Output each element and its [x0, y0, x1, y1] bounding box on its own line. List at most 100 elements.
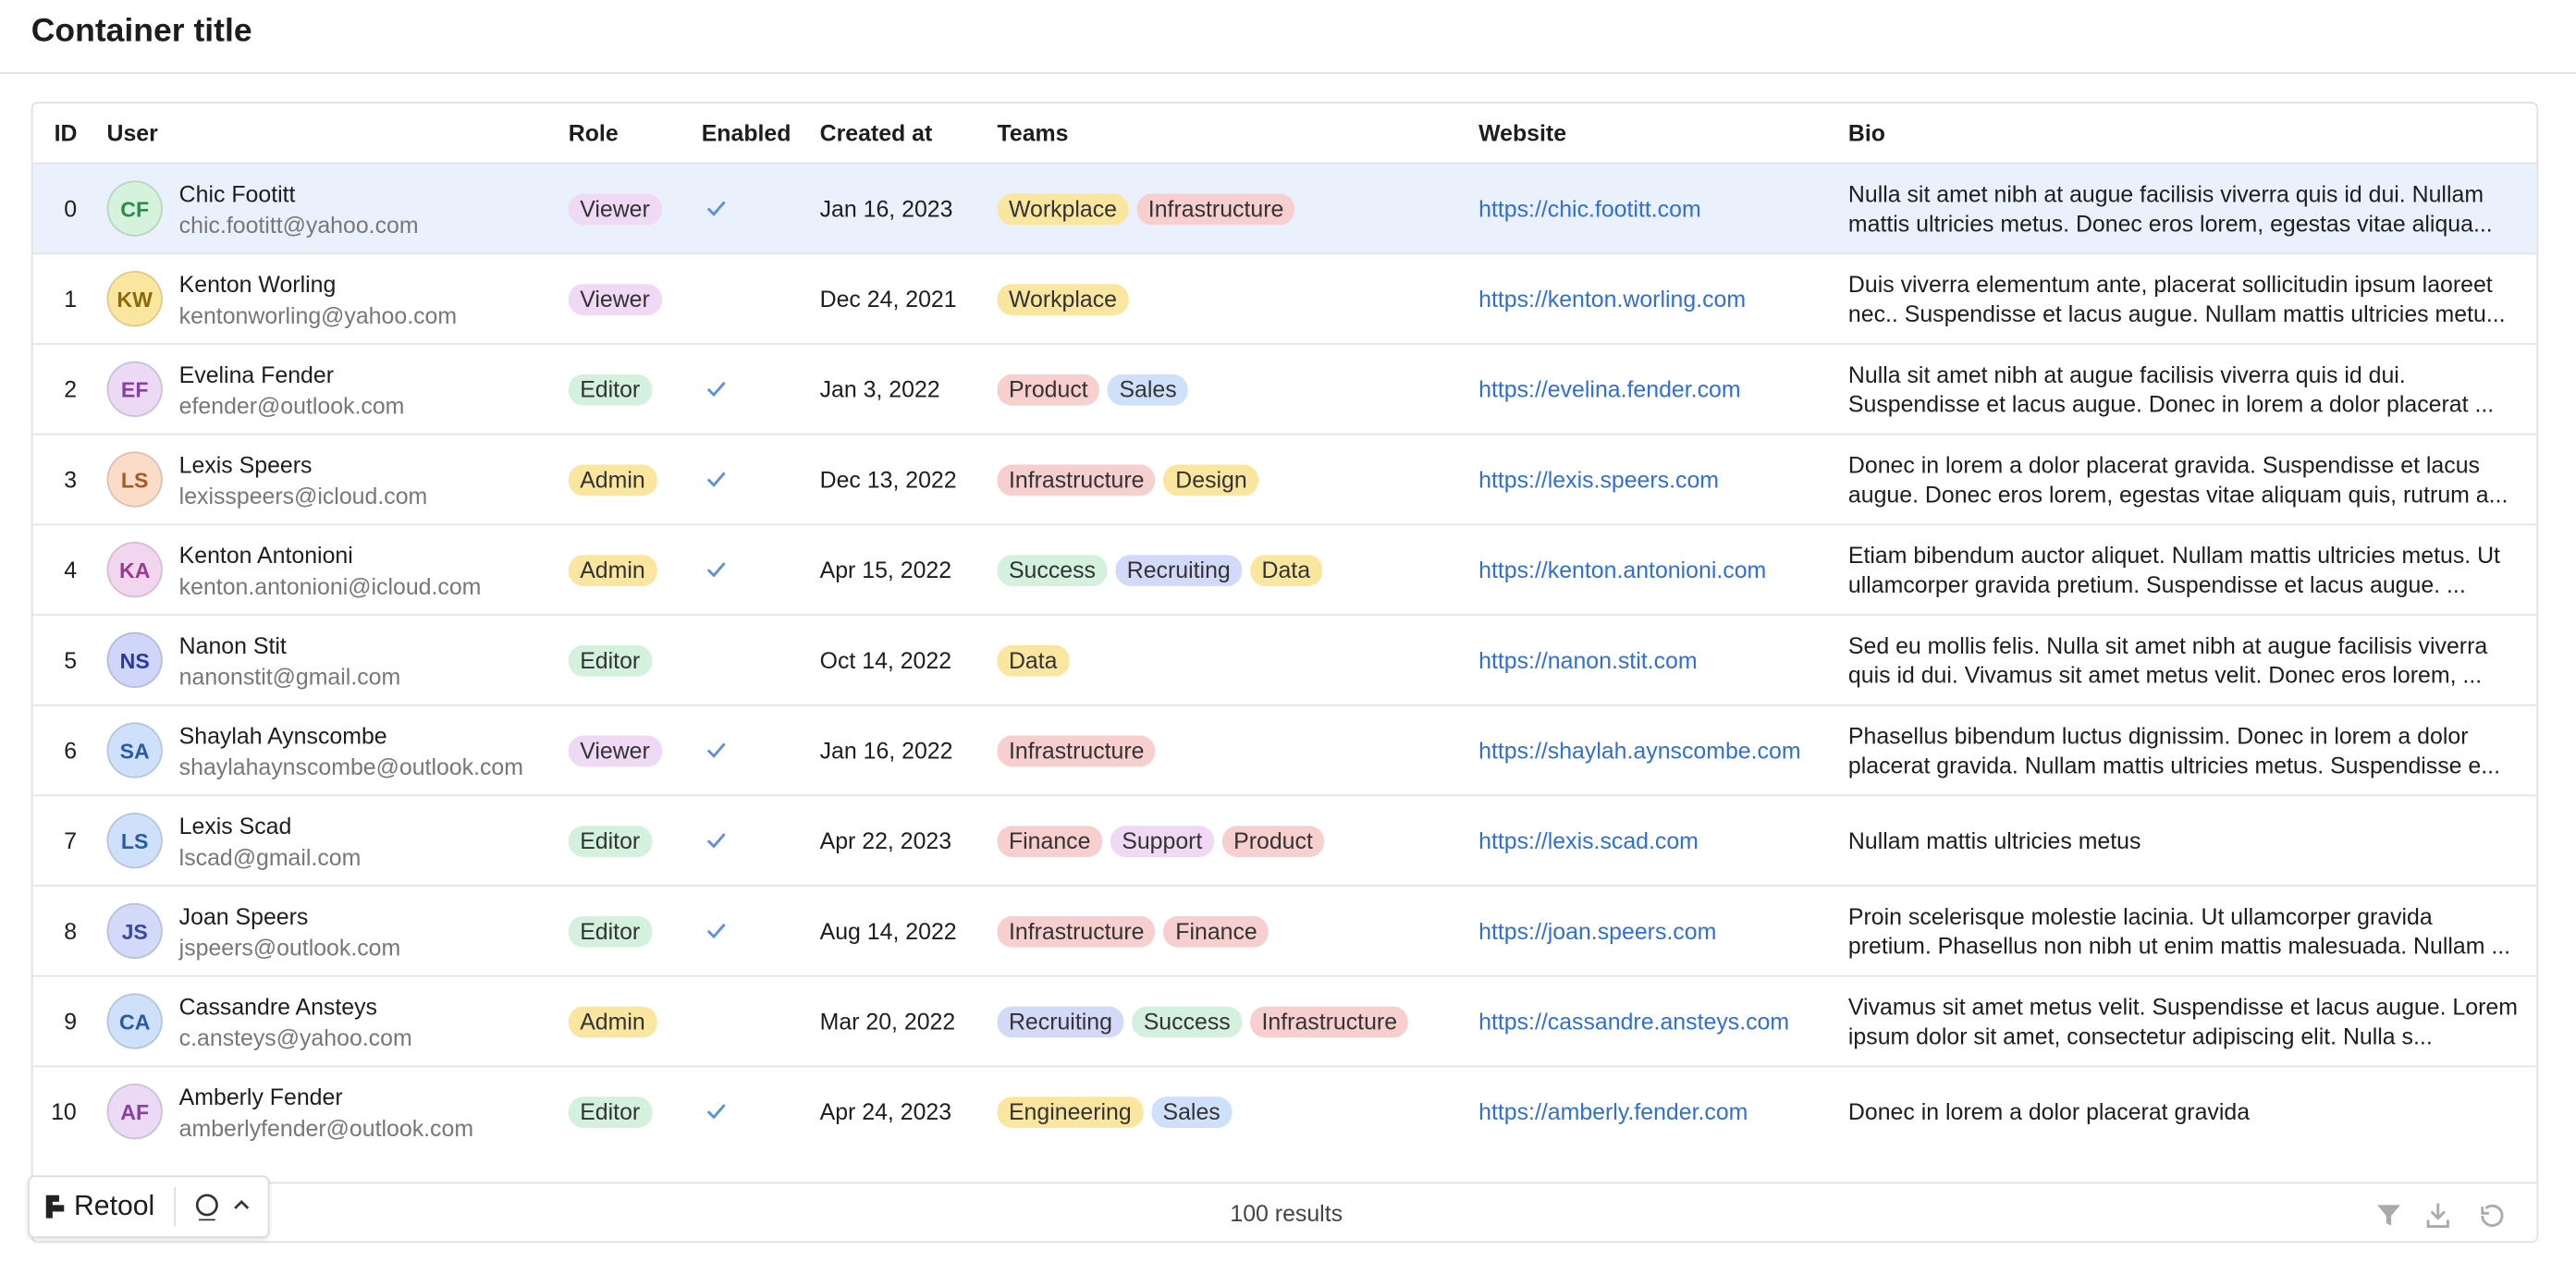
table-row[interactable]: 3 LS Lexis Speers lexisspeers@icloud.com Adm…: [32, 433, 2537, 524]
table-row[interactable]: 1 KW Kenton Worling kentonworling@yahoo.com…: [32, 252, 2537, 343]
website[interactable]: https://joan.speers.com: [1478, 917, 1717, 945]
row-id: 9: [64, 1008, 78, 1035]
created-at: Apr 15, 2022: [819, 556, 952, 583]
check-icon: [706, 562, 726, 578]
team-tag: Success: [997, 554, 1108, 586]
website[interactable]: https://chic.footitt.com: [1478, 195, 1701, 222]
download-icon[interactable]: [2426, 1203, 2449, 1228]
team-tag: Recruiting: [997, 1005, 1124, 1037]
team-tag: Success: [1132, 1005, 1243, 1037]
table-header: ID User Role Enabled Created at Teams Website B…: [33, 104, 2537, 163]
user-name: Kenton Antonioni: [178, 541, 353, 568]
team-tag: Sales: [1108, 373, 1189, 405]
role-tag: Editor: [568, 373, 652, 405]
bio-cell: Phasellus bibendum luctus dignissim. Don…: [1848, 706, 2521, 795]
row-id: 6: [64, 737, 78, 764]
table-row[interactable]: 5 NS Nanon Stit nanonstit@gmail.com Editor Oc…: [32, 614, 2537, 704]
row-id: 3: [64, 466, 78, 493]
role-tag: Viewer: [568, 192, 662, 225]
avatar: CF: [106, 180, 163, 237]
website[interactable]: https://nanon.stit.com: [1478, 646, 1698, 674]
bio-cell: Sed eu mollis felis. Nulla sit amet nibh…: [1848, 616, 2521, 704]
role-tag: Editor: [568, 915, 652, 947]
user-name: Cassandre Ansteys: [178, 992, 377, 1019]
table-row[interactable]: 7 LS Lexis Scad lscad@gmail.com Editor Apr 22…: [32, 794, 2537, 885]
website[interactable]: https://evelina.fender.com: [1478, 375, 1741, 403]
website[interactable]: https://lexis.speers.com: [1478, 466, 1720, 493]
check-icon: [706, 923, 726, 939]
bio: Nulla sit amet nibh at augue facilisis v…: [1847, 180, 2493, 237]
teams-cell: Product Sales: [997, 345, 1196, 434]
website[interactable]: https://shaylah.aynscombe.com: [1478, 737, 1801, 764]
table-row[interactable]: 0 CF Chic Footitt chic.footitt@yahoo.com Vie…: [32, 162, 2537, 253]
row-id: 4: [64, 556, 78, 583]
footer-actions: [2377, 1203, 2504, 1228]
table-row[interactable]: 9 CA Cassandre Ansteys c.ansteys@yahoo.com A…: [32, 974, 2537, 1066]
user-name: Lexis Speers: [178, 450, 313, 477]
role-cell: Viewer: [568, 254, 669, 343]
role-cell: Admin: [568, 435, 665, 524]
check-icon: [706, 381, 726, 398]
table-row[interactable]: 4 KA Kenton Antonioni kenton.antonioni@iclo…: [32, 523, 2537, 614]
avatar: JS: [106, 902, 163, 960]
table-row[interactable]: 2 EF Evelina Fender efender@outlook.com Edit…: [32, 343, 2537, 434]
table-row[interactable]: 6 SA Shaylah Aynscombe shaylahaynscombe@out…: [32, 704, 2537, 795]
role-cell: Viewer: [568, 165, 669, 253]
user-text: Kenton Antonioni kenton.antonioni@icloud.…: [179, 541, 482, 598]
team-tag: Recruiting: [1115, 554, 1243, 586]
team-tag: Finance: [997, 825, 1102, 857]
user-email: chic.footitt@yahoo.com: [178, 211, 419, 238]
website[interactable]: https://kenton.antonioni.com: [1478, 556, 1767, 583]
user-text: Chic Footitt chic.footitt@yahoo.com: [179, 179, 419, 237]
created-at: Apr 24, 2023: [819, 1098, 952, 1125]
team-tag: Infrastructure: [997, 734, 1156, 766]
user-email: c.ansteys@yahoo.com: [178, 1023, 412, 1050]
website[interactable]: https://lexis.scad.com: [1478, 827, 1699, 854]
user-cell: AF Amberly Fender amberlyfender@outlook.co…: [106, 1067, 473, 1156]
user-cell: LS Lexis Speers lexisspeers@icloud.com: [106, 435, 427, 524]
table-row[interactable]: 8 JS Joan Speers jspeers@outlook.com Editor A…: [32, 885, 2537, 975]
user-name: Shaylah Aynscombe: [178, 721, 387, 748]
user-cell: CA Cassandre Ansteys c.ansteys@yahoo.com: [106, 977, 412, 1066]
enabled-cell: [706, 706, 726, 795]
retool-badge[interactable]: Retool: [28, 1175, 270, 1238]
created-at: Dec 24, 2021: [819, 285, 957, 312]
check-icon: [706, 201, 726, 216]
bio: Donec in lorem a dolor placerat gravida.…: [1847, 451, 2509, 508]
website[interactable]: https://kenton.worling.com: [1478, 285, 1747, 312]
created-at: Mar 20, 2022: [819, 1008, 956, 1035]
website[interactable]: https://amberly.fender.com: [1478, 1098, 1748, 1125]
enabled-cell: [706, 435, 726, 524]
enabled-cell: [706, 525, 726, 614]
user-name: Joan Speers: [178, 901, 309, 929]
team-tag: Design: [1163, 463, 1259, 496]
avatar: LS: [106, 813, 163, 869]
teams-cell: Workplace Infrastructure: [997, 165, 1304, 253]
role-tag: Viewer: [568, 283, 662, 315]
user-cell: SA Shaylah Aynscombe shaylahaynscombe@outl…: [106, 706, 523, 795]
bio-cell: Nullam mattis ultricies metus: [1848, 796, 2521, 885]
user-email: kentonworling@yahoo.com: [178, 300, 458, 328]
user-menu[interactable]: [194, 1192, 260, 1221]
avatar: LS: [106, 451, 163, 508]
bio-cell: Donec in lorem a dolor placerat gravida: [1848, 1067, 2521, 1156]
user-text: Kenton Worling kentonworling@yahoo.com: [179, 270, 457, 327]
created-at: Aug 14, 2022: [819, 917, 957, 945]
enabled-cell: [706, 796, 726, 885]
created-at: Dec 13, 2022: [819, 466, 957, 493]
website[interactable]: https://cassandre.ansteys.com: [1478, 1008, 1790, 1035]
bio: Proin scelerisque molestie lacinia. Ut u…: [1847, 902, 2511, 960]
row-id: 8: [64, 917, 78, 945]
column-header: ID: [54, 119, 78, 147]
filter-icon[interactable]: [2377, 1205, 2400, 1226]
table-row[interactable]: 10 AF Amberly Fender amberlyfender@outlook.…: [32, 1065, 2537, 1156]
bio-cell: Nulla sit amet nibh at augue facilisis v…: [1848, 165, 2521, 253]
teams-cell: Data: [997, 616, 1077, 704]
user-cell: JS Joan Speers jspeers@outlook.com: [106, 887, 400, 975]
role-cell: Editor: [568, 796, 660, 885]
refresh-icon[interactable]: [2481, 1204, 2504, 1227]
team-tag: Product: [997, 373, 1100, 405]
role-tag: Admin: [568, 1005, 657, 1037]
teams-cell: Recruiting Success Infrastructure: [997, 977, 1417, 1066]
bio: Phasellus bibendum luctus dignissim. Don…: [1847, 722, 2501, 778]
